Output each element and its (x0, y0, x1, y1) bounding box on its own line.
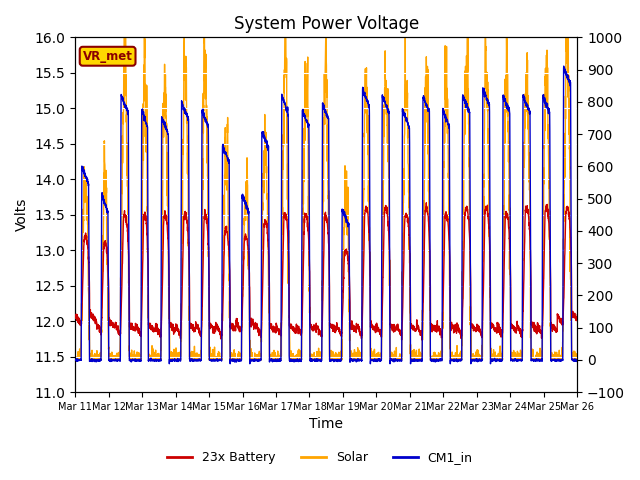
Y-axis label: Volts: Volts (15, 198, 29, 231)
Legend: 23x Battery, Solar, CM1_in: 23x Battery, Solar, CM1_in (163, 446, 477, 469)
Text: VR_met: VR_met (83, 50, 132, 63)
X-axis label: Time: Time (309, 418, 343, 432)
Title: System Power Voltage: System Power Voltage (234, 15, 419, 33)
